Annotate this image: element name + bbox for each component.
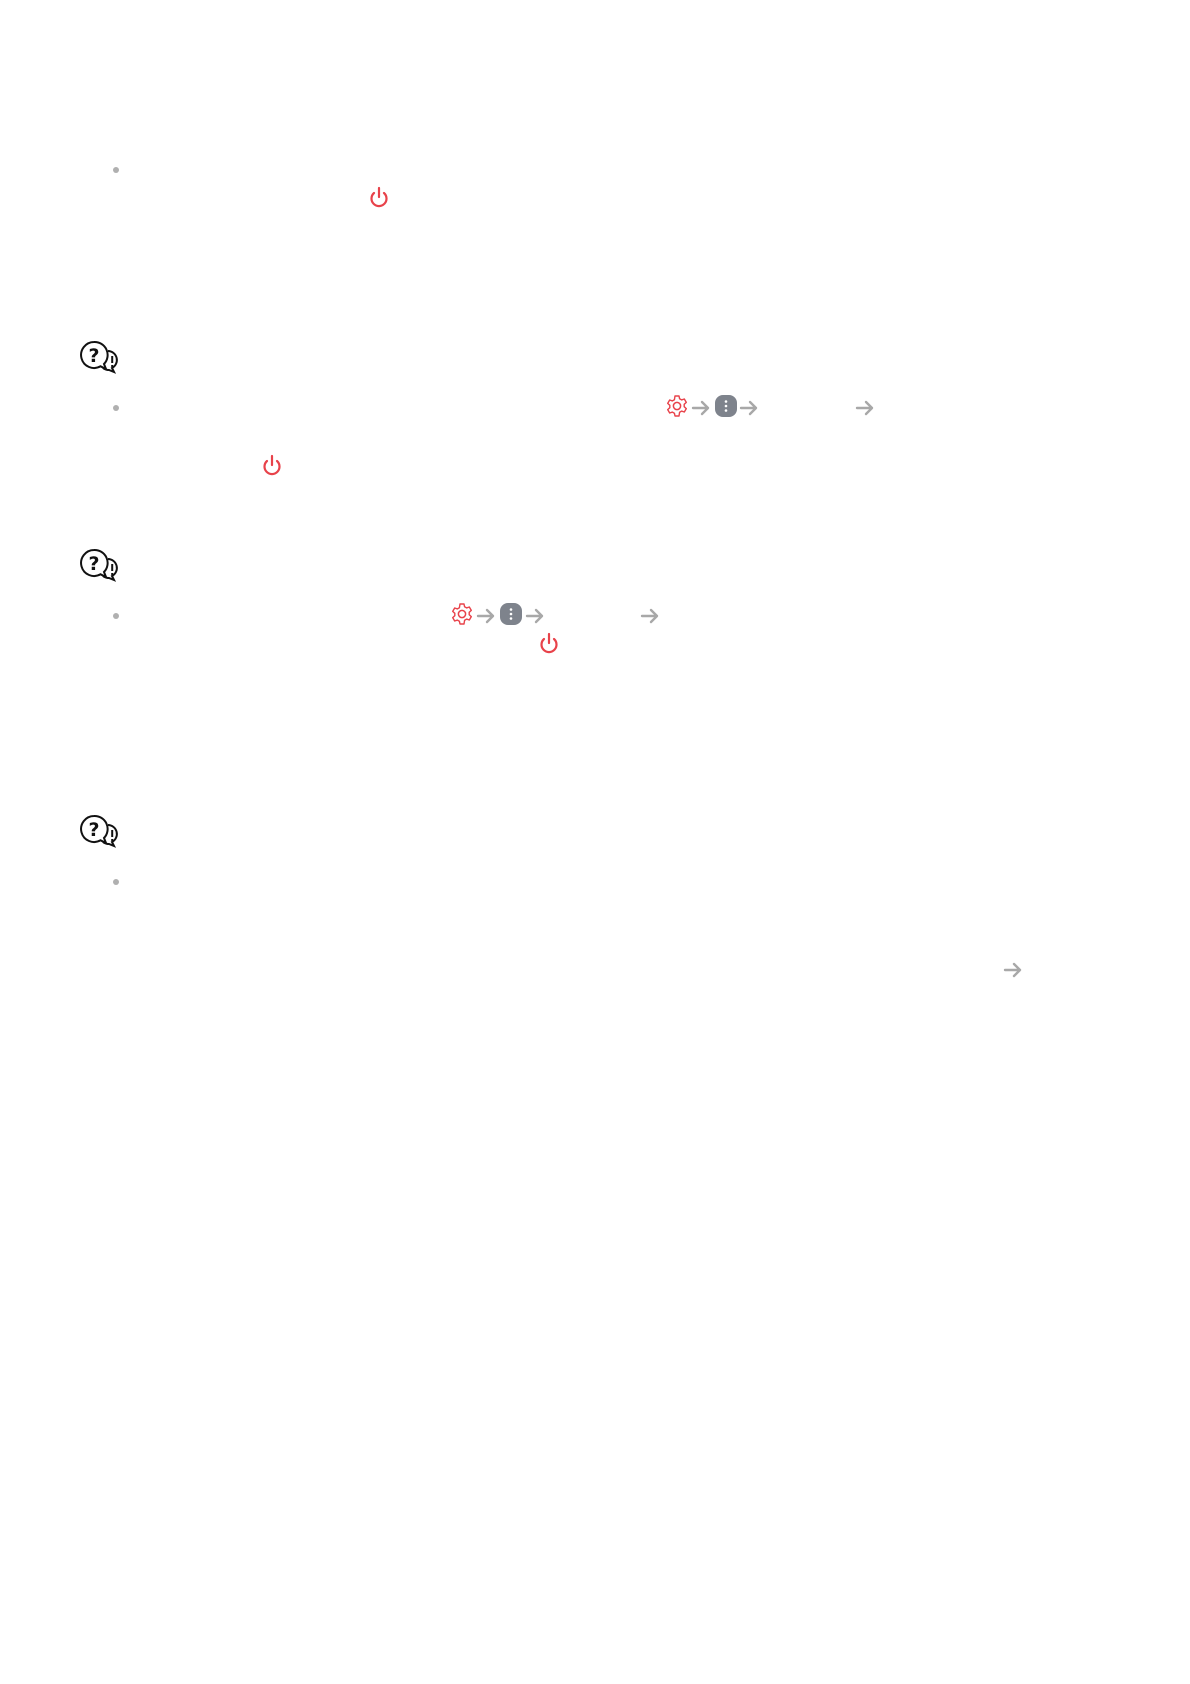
arrow-right-icon <box>525 607 545 625</box>
more-vertical-icon <box>500 603 522 625</box>
more-vertical-icon <box>715 395 737 417</box>
list-bullet <box>113 167 119 173</box>
arrow-right-icon <box>855 399 875 417</box>
arrow-right-icon <box>1003 961 1023 979</box>
arrow-right-icon <box>739 399 759 417</box>
question-exclamation-bubbles-icon: ? <box>79 814 123 848</box>
gear-icon <box>450 602 474 626</box>
arrow-right-icon <box>640 607 660 625</box>
svg-text:?: ? <box>88 345 99 367</box>
power-icon <box>538 632 560 656</box>
list-bullet <box>113 405 119 411</box>
question-exclamation-bubbles-icon: ? <box>79 340 123 374</box>
list-bullet <box>113 613 119 619</box>
power-icon <box>368 186 390 210</box>
arrow-right-icon <box>476 607 496 625</box>
svg-text:?: ? <box>88 553 99 575</box>
arrow-right-icon <box>691 399 711 417</box>
question-exclamation-bubbles-icon: ? <box>79 548 123 582</box>
gear-icon <box>665 394 689 418</box>
svg-text:?: ? <box>88 819 99 841</box>
power-icon <box>261 454 283 478</box>
list-bullet <box>113 879 119 885</box>
